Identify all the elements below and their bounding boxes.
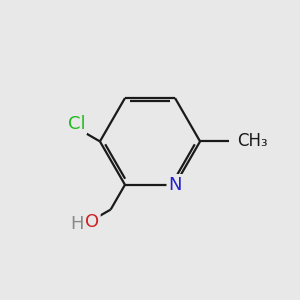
Text: O: O bbox=[85, 213, 99, 231]
Text: N: N bbox=[168, 176, 182, 194]
Text: Cl: Cl bbox=[68, 116, 85, 134]
Text: H: H bbox=[70, 215, 84, 233]
Text: CH₃: CH₃ bbox=[237, 132, 267, 150]
